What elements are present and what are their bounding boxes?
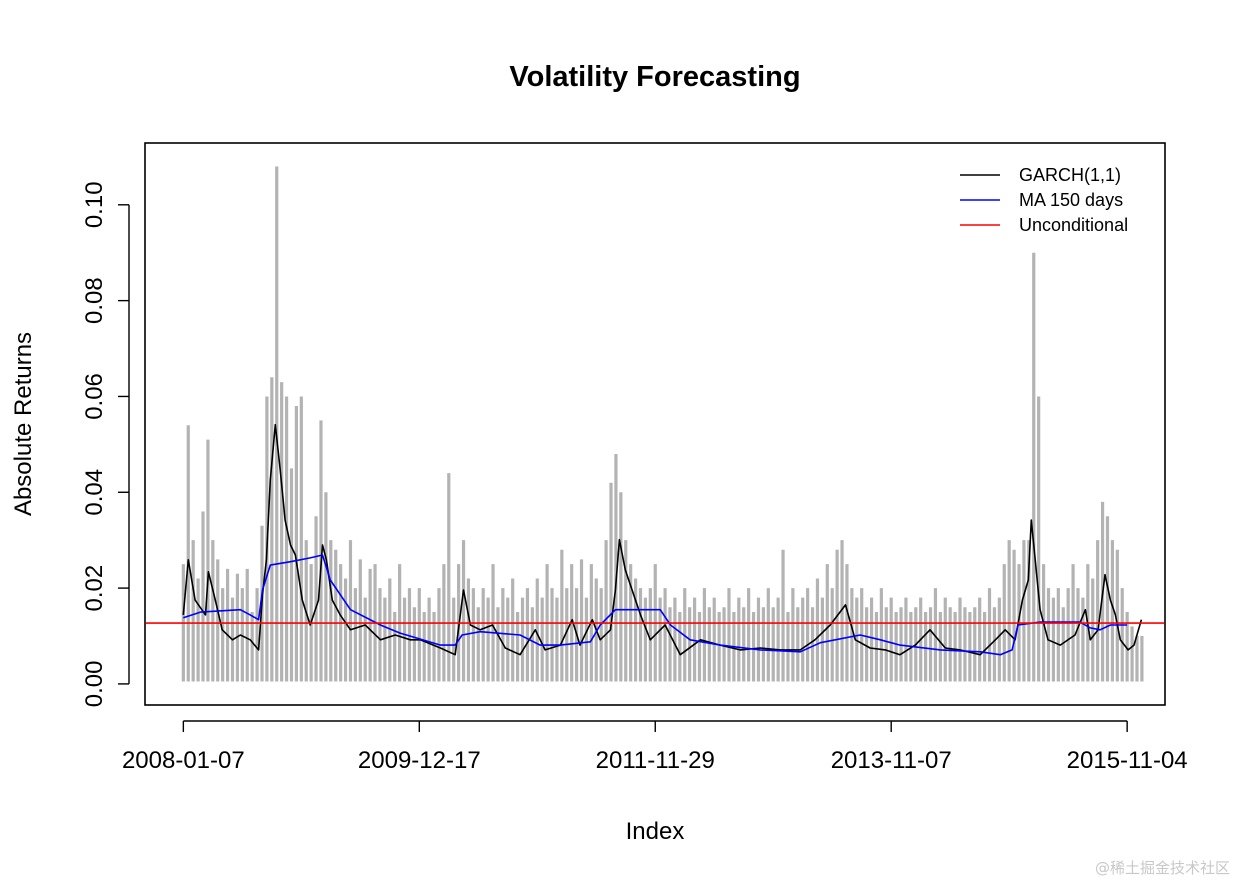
x-tick-label: 2015-11-04 — [1067, 747, 1188, 774]
x-tick-label: 2013-11-07 — [831, 747, 952, 774]
plot-frame — [144, 142, 1166, 706]
y-tick-label: 0.10 — [81, 181, 108, 228]
legend-label-ma: MA 150 days — [1019, 190, 1123, 210]
legend-label-unconditional: Unconditional — [1019, 215, 1128, 235]
chart-title: Volatility Forecasting — [509, 61, 800, 93]
x-tick-label: 2008-01-07 — [122, 747, 245, 774]
y-tick-label: 0.04 — [81, 469, 108, 516]
x-tick-label: 2011-11-29 — [596, 747, 715, 774]
absolute-returns-series — [181, 166, 1144, 682]
garch-line — [182, 423, 1143, 656]
y-tick-label: 0.06 — [81, 373, 108, 420]
x-axis-label: Index — [626, 818, 685, 845]
y-tick-label: 0.08 — [81, 277, 108, 324]
y-tick-label: 0.00 — [81, 661, 108, 708]
ma-150-line — [183, 554, 1128, 656]
y-axis — [118, 204, 130, 685]
y-axis-label: Absolute Returns — [10, 332, 37, 516]
y-tick-label: 0.02 — [81, 565, 108, 612]
x-tick-label: 2009-12-17 — [358, 747, 481, 774]
watermark: @稀土掘金技术社区 — [1094, 859, 1230, 877]
legend-label-garch: GARCH(1,1) — [1019, 165, 1121, 185]
x-axis — [182, 720, 1128, 732]
legend: GARCH(1,1) MA 150 days Unconditional — [960, 165, 1128, 235]
